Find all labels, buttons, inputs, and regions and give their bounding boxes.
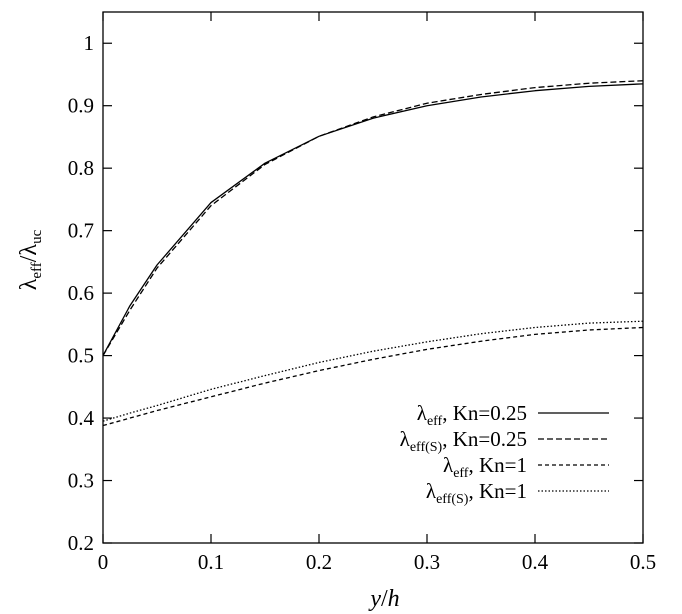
tick-labels: 0 0.1 0.2 0.3 0.4 0.5 0.2 0.3 0.4 0.5 0.6 0.7 0.8 0.9… [68,31,656,574]
y-tick-label: 0.5 [68,344,94,368]
x-tick-label: 0.4 [522,550,549,574]
series-line-4 [102,320,644,422]
x-tick-label: 0.5 [630,550,656,574]
y-tick-label: 0.2 [68,531,94,555]
legend-label-4: λeff(S), Kn=1 [426,479,527,507]
y-axis-label: λeff/λuc [16,229,45,290]
y-tick-label: 0.7 [68,219,94,243]
plot-frame [102,11,644,544]
x-tick-label: 0.1 [198,550,224,574]
x-axis-label: y/h [368,586,399,612]
legend-label-3: λeff, Kn=1 [443,453,527,481]
x-tick-label: 0.3 [414,550,440,574]
plot-lines [102,80,644,427]
series-line-3 [102,326,644,427]
legend-label-2: λeff(S), Kn=0.25 [400,427,527,455]
x-tick-label: 0.2 [306,550,332,574]
series-line-2 [102,80,644,356]
y-tick-label: 0.4 [68,406,95,430]
x-tick-label: 0 [98,550,109,574]
y-tick-label: 0.8 [68,156,94,180]
y-tick-label: 0.3 [68,469,94,493]
legend-label-1: λeff, Kn=0.25 [417,401,527,429]
series-line-1 [102,83,644,356]
y-tick-label: 1 [84,31,95,55]
y-tick-label: 0.9 [68,94,94,118]
y-tick-label: 0.6 [68,281,94,305]
ticks [102,12,644,544]
